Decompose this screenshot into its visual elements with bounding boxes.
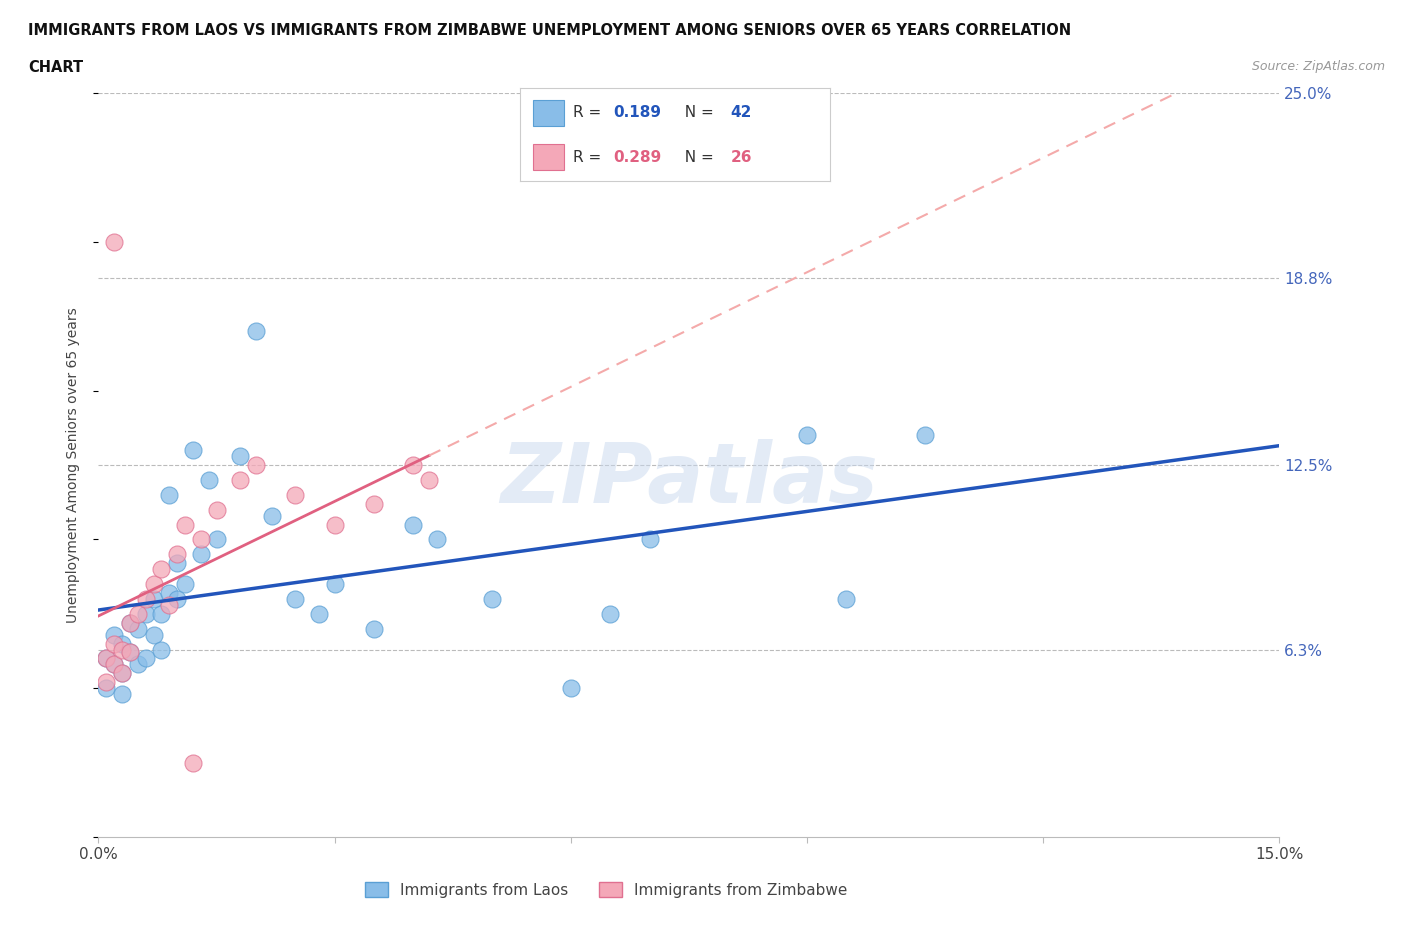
Text: R =: R = (572, 150, 606, 165)
Point (205, 532, 228, 547)
Point (118, 645, 141, 660)
Point (796, 428, 818, 443)
Point (638, 532, 661, 547)
Point (174, 577, 197, 591)
Point (229, 448, 252, 463)
Point (157, 487, 180, 502)
Point (599, 606, 621, 621)
Point (96, 675, 118, 690)
Point (181, 443, 204, 458)
Point (127, 657, 149, 671)
Point (150, 562, 173, 577)
Point (174, 517, 197, 532)
Point (166, 591, 188, 606)
Text: 0.289: 0.289 (613, 150, 661, 165)
Point (103, 636, 125, 651)
Point (284, 487, 307, 502)
Point (402, 458, 425, 472)
Point (284, 591, 307, 606)
Point (111, 642, 134, 657)
Point (308, 606, 330, 621)
Point (197, 472, 219, 487)
Point (142, 627, 165, 642)
Point (150, 642, 173, 657)
Point (118, 645, 141, 660)
Point (166, 556, 188, 571)
Point (127, 606, 149, 621)
Point (914, 428, 936, 443)
Point (418, 472, 440, 487)
Point (111, 666, 134, 681)
Text: N =: N = (675, 150, 718, 165)
Point (103, 657, 125, 671)
Point (402, 517, 425, 532)
Point (135, 651, 157, 666)
Point (135, 606, 157, 621)
Text: 26: 26 (731, 150, 752, 165)
Point (118, 616, 141, 631)
Text: ZIPatlas: ZIPatlas (501, 439, 877, 521)
Point (245, 458, 267, 472)
Point (260, 508, 283, 523)
Text: Source: ZipAtlas.com: Source: ZipAtlas.com (1251, 60, 1385, 73)
Point (135, 591, 157, 606)
Point (560, 681, 582, 696)
Point (150, 606, 173, 621)
Point (205, 502, 228, 517)
Point (363, 497, 385, 512)
Point (157, 597, 180, 612)
Text: R =: R = (572, 104, 606, 120)
Point (118, 616, 141, 631)
Point (111, 666, 134, 681)
Point (96, 651, 118, 666)
Point (245, 324, 267, 339)
Point (426, 532, 449, 547)
Point (181, 755, 204, 770)
Point (103, 234, 125, 249)
Point (127, 621, 149, 636)
Text: 42: 42 (731, 104, 752, 120)
Text: N =: N = (675, 104, 718, 120)
Text: 0.189: 0.189 (613, 104, 661, 120)
Point (111, 636, 134, 651)
Point (363, 621, 385, 636)
Point (157, 586, 180, 601)
Point (835, 591, 858, 606)
Point (96, 681, 118, 696)
Point (190, 547, 212, 562)
Text: CHART: CHART (28, 60, 83, 75)
Legend: Immigrants from Laos, Immigrants from Zimbabwe: Immigrants from Laos, Immigrants from Zi… (359, 875, 853, 904)
Point (481, 591, 503, 606)
Point (229, 472, 252, 487)
Text: IMMIGRANTS FROM LAOS VS IMMIGRANTS FROM ZIMBABWE UNEMPLOYMENT AMONG SENIORS OVER: IMMIGRANTS FROM LAOS VS IMMIGRANTS FROM … (28, 23, 1071, 38)
Point (323, 517, 346, 532)
Y-axis label: Unemployment Among Seniors over 65 years: Unemployment Among Seniors over 65 years (66, 307, 80, 623)
Point (111, 686, 134, 701)
Point (142, 577, 165, 591)
Point (103, 627, 125, 642)
Bar (533, 144, 564, 170)
Point (142, 591, 165, 606)
Point (190, 532, 212, 547)
Point (103, 657, 125, 671)
Point (323, 577, 346, 591)
Bar (533, 100, 564, 126)
Point (166, 547, 188, 562)
Point (96, 651, 118, 666)
